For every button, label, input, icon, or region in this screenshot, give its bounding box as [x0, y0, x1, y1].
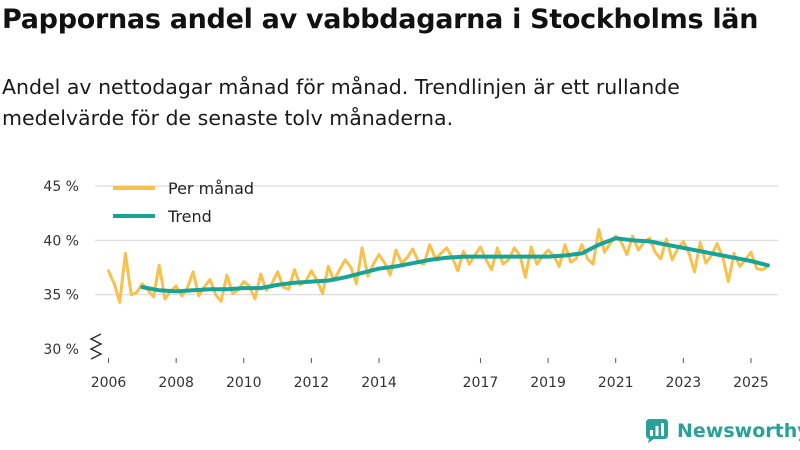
x-tick-label: 2025 — [733, 375, 769, 391]
x-tick-label: 2014 — [361, 375, 397, 391]
chart-title: Pappornas andel av vabbdagarna i Stockho… — [2, 4, 759, 35]
x-tick-label: 2010 — [226, 375, 262, 391]
x-tick-label: 2006 — [91, 375, 127, 391]
y-axis: 30 % 35 % 40 % 45 % — [43, 179, 103, 360]
grid-lines — [95, 185, 778, 296]
y-tick-label: 40 % — [43, 233, 79, 249]
x-tick-label: 2023 — [666, 375, 702, 391]
y-tick-label: 45 % — [43, 179, 79, 195]
y-tick-label: 30 % — [43, 342, 79, 358]
y-axis-break-icon — [89, 333, 103, 360]
x-tick-label: 2012 — [294, 375, 330, 391]
x-tick-label: 2008 — [158, 375, 194, 391]
x-tick-label: 2019 — [530, 375, 566, 391]
series-lines — [107, 228, 770, 304]
series-line-monthly — [107, 228, 768, 304]
x-tick-label: 2021 — [598, 375, 634, 391]
newsworthy-logo-icon — [646, 419, 668, 443]
x-axis: 2006 2008 2010 2012 2014 2017 2019 2021 2023 2025 — [91, 358, 769, 391]
legend: Per månad Trend — [113, 179, 254, 226]
chart-subtitle: Andel av nettodagar månad för månad. Tre… — [2, 75, 680, 130]
newsworthy-brand: Newsworthy — [644, 418, 800, 444]
y-tick-label: 35 % — [43, 288, 79, 304]
legend-label-monthly: Per månad — [168, 179, 254, 198]
legend-label-trend: Trend — [167, 207, 212, 226]
brand-name: Newsworthy — [677, 420, 800, 442]
x-tick-label: 2017 — [463, 375, 499, 391]
series-line-trend — [140, 236, 770, 294]
